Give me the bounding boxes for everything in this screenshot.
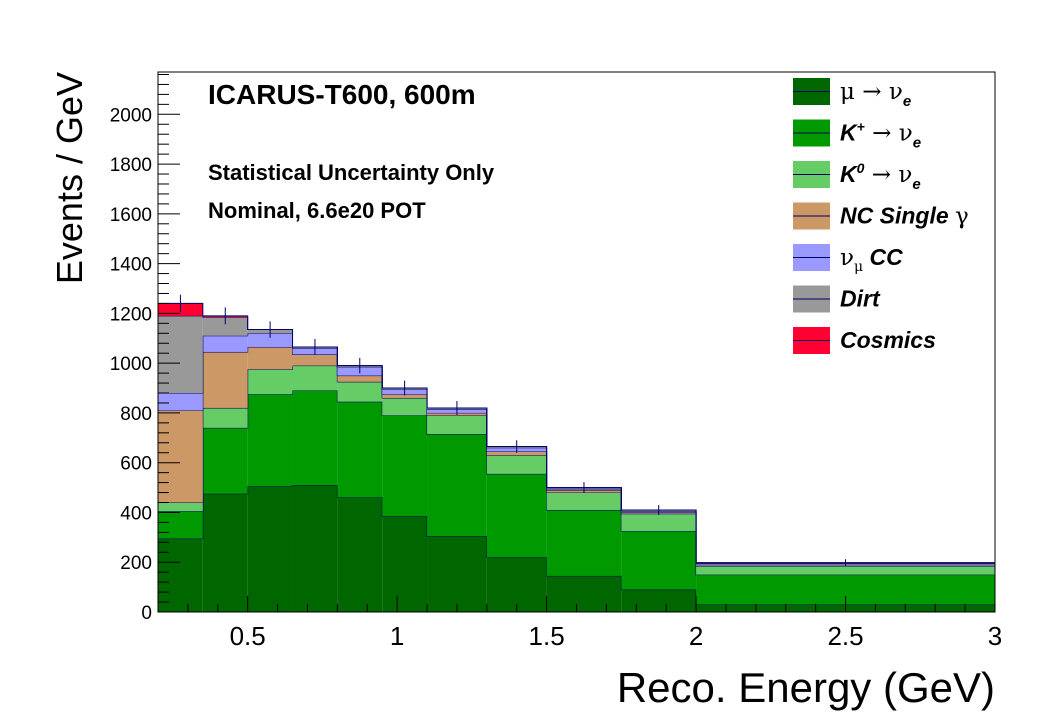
bar-2-6 — [427, 415, 487, 435]
y-tick-label-5: 1000 — [110, 354, 152, 375]
chart-title: ICARUS-T600, 600m — [208, 79, 476, 110]
bar-4-2 — [247, 333, 293, 347]
x-tick-label-5: 3 — [988, 621, 1002, 651]
legend-label-3: NC Single γ — [840, 203, 969, 230]
bar-1-3 — [292, 390, 338, 486]
x-tick-label-0: 0.5 — [230, 621, 266, 651]
legend-label-6: Cosmics — [840, 327, 936, 353]
bar-2-10 — [696, 565, 995, 575]
bar-0-7 — [486, 557, 547, 612]
bar-4-1 — [202, 335, 248, 352]
bar-4-0 — [158, 393, 203, 411]
x-tick-label-1: 1 — [390, 621, 404, 651]
bar-2-5 — [382, 397, 428, 416]
bar-2-7 — [486, 455, 547, 474]
legend-item-5: Dirt — [793, 285, 881, 313]
bar-3-5 — [382, 394, 428, 398]
series-outline-0 — [158, 484, 995, 606]
bar-1-5 — [382, 415, 428, 517]
y-tick-label-3: 600 — [120, 454, 152, 475]
bar-0-5 — [382, 516, 428, 612]
bar-1-1 — [202, 427, 248, 494]
bar-0-1 — [202, 493, 248, 612]
bar-2-0 — [158, 502, 203, 512]
y-axis-ticks: 0 200 400 600 800 1000 1200 1400 1600 1800 2000 — [110, 73, 180, 624]
bar-1-0 — [158, 511, 203, 539]
legend: μ → νe K+ → νe K0 → νe NC Single γ νμ CC Dirt… — [793, 78, 969, 354]
bar-0-6 — [427, 536, 487, 612]
x-tick-label-3: 2 — [689, 621, 703, 651]
y-tick-label-7: 1400 — [110, 255, 152, 276]
bar-1-6 — [427, 434, 487, 537]
y-tick-label-1: 200 — [120, 553, 152, 574]
bar-3-3 — [292, 354, 338, 366]
legend-label-5: Dirt — [840, 286, 881, 312]
annotation-pot: Nominal, 6.6e20 POT — [208, 198, 426, 223]
bar-0-3 — [292, 485, 338, 612]
legend-item-4: νμ CC — [793, 244, 903, 275]
y-tick-label-4: 800 — [120, 404, 152, 425]
y-tick-label-0: 0 — [141, 603, 152, 624]
annotation-stat-uncertainty: Statistical Uncertainty Only — [208, 160, 495, 185]
bar-1-8 — [546, 509, 622, 576]
bar-1-2 — [247, 394, 293, 487]
legend-item-2: K0 → νe — [793, 160, 921, 193]
bar-5-1 — [202, 317, 248, 336]
y-tick-label-2: 400 — [120, 503, 152, 524]
y-tick-label-10: 2000 — [110, 105, 152, 126]
bar-3-4 — [337, 375, 383, 382]
bar-3-1 — [202, 351, 248, 408]
legend-label-4: νμ CC — [840, 244, 903, 275]
legend-label-0: μ → νe — [840, 79, 911, 110]
x-axis-label: Reco. Energy (GeV) — [617, 664, 995, 711]
legend-label-1: K+ → νe — [840, 119, 921, 152]
y-tick-label-8: 1600 — [110, 205, 152, 226]
bar-3-2 — [247, 346, 293, 370]
bar-0-0 — [158, 538, 203, 612]
bar-0-2 — [247, 486, 293, 612]
bar-1-9 — [621, 531, 697, 590]
legend-item-1: K+ → νe — [793, 119, 921, 152]
x-tick-label-2: 1.5 — [529, 621, 565, 651]
bar-1-7 — [486, 473, 547, 558]
bar-2-4 — [337, 381, 383, 402]
bar-2-9 — [621, 513, 697, 532]
x-axis-ticks: 0.5 1 1.5 2 2.5 3 — [187, 596, 1002, 651]
legend-item-3: NC Single γ — [793, 202, 969, 230]
y-axis-label: Events / GeV — [49, 72, 90, 284]
bar-3-7 — [486, 451, 547, 456]
legend-item-6: Cosmics — [793, 327, 936, 354]
y-tick-label-6: 1200 — [110, 304, 152, 325]
bar-3-0 — [158, 410, 203, 503]
bar-0-8 — [546, 575, 622, 612]
x-tick-label-4: 2.5 — [827, 621, 863, 651]
bar-0-9 — [621, 589, 697, 612]
bar-2-8 — [546, 492, 622, 510]
error-bars — [179, 294, 847, 567]
bar-2-1 — [202, 407, 248, 428]
bar-0-4 — [337, 497, 383, 612]
bar-1-4 — [337, 401, 383, 498]
bar-2-2 — [247, 369, 293, 395]
legend-label-2: K0 → νe — [840, 160, 921, 193]
bar-5-0 — [158, 315, 203, 394]
y-tick-label-9: 1800 — [110, 155, 152, 176]
legend-item-0: μ → νe — [793, 78, 911, 110]
bar-2-3 — [292, 365, 338, 391]
